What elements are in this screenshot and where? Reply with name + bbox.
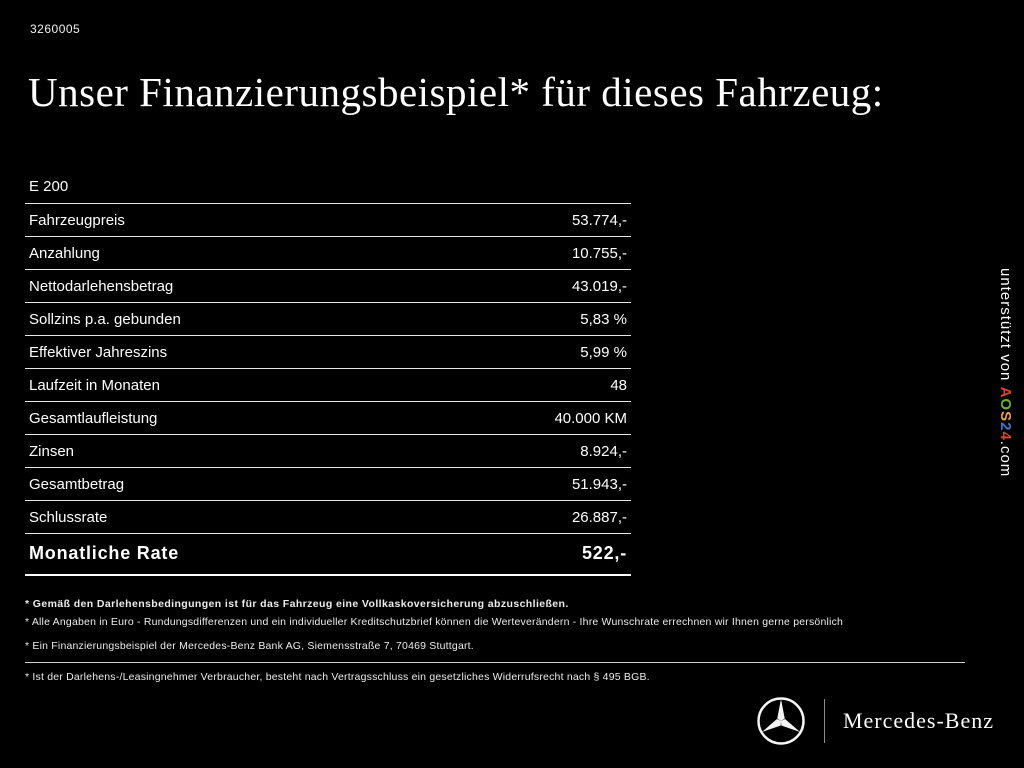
row-label: Effektiver Jahreszins [29, 344, 168, 361]
table-row: Fahrzeugpreis 53.774,- [25, 204, 631, 237]
footnotes: * Gemäß den Darlehensbedingungen ist für… [25, 598, 980, 689]
table-row: Gesamtbetrag 51.943,- [25, 468, 631, 501]
brand-footer: Mercedes-Benz [756, 696, 994, 746]
footnote: * Ist der Darlehens-/Leasingnehmer Verbr… [25, 671, 650, 683]
row-label: Sollzins p.a. gebunden [29, 311, 181, 328]
financing-table: E 200 Fahrzeugpreis 53.774,- Anzahlung 1… [25, 170, 631, 576]
row-value: 8.924,- [580, 443, 627, 460]
table-row: Laufzeit in Monaten 48 [25, 369, 631, 402]
model-name: E 200 [29, 178, 69, 195]
row-value: 5,99 % [580, 344, 627, 361]
row-value: 51.943,- [571, 476, 627, 493]
row-label: Laufzeit in Monaten [29, 377, 160, 394]
row-value: 5,83 % [580, 311, 627, 328]
row-label: Anzahlung [29, 245, 100, 262]
footnote: * Gemäß den Darlehensbedingungen ist für… [25, 598, 569, 610]
footnote: * Alle Angaben in Euro - Rundungsdiffere… [25, 616, 844, 628]
table-row: Schlussrate 26.887,- [25, 501, 631, 534]
aos-brand-letter: 4 [997, 431, 1014, 441]
mercedes-star-icon [756, 696, 806, 746]
aos-brand-letter: S [997, 411, 1014, 423]
page-title: Unser Finanzierungsbeispiel* für dieses … [28, 69, 884, 115]
aos-brand-letter: 2 [997, 422, 1014, 432]
row-label: Zinsen [29, 443, 75, 460]
watermark-prefix: unterstützt von [997, 268, 1014, 387]
row-label: Gesamtlaufleistung [29, 410, 158, 427]
table-row: Effektiver Jahreszins 5,99 % [25, 336, 631, 369]
row-value: 53.774,- [571, 212, 627, 229]
table-row: Zinsen 8.924,- [25, 435, 631, 468]
row-label: Schlussrate [29, 509, 108, 526]
footnote-divider [25, 662, 965, 663]
row-value: 10.755,- [571, 245, 627, 262]
row-label: Fahrzeugpreis [29, 212, 125, 229]
table-row: Sollzins p.a. gebunden 5,83 % [25, 303, 631, 336]
table-total-row: Monatliche Rate 522,- [25, 534, 631, 576]
table-row: Nettodarlehensbetrag 43.019,- [25, 270, 631, 303]
brand-name: Mercedes-Benz [842, 708, 994, 733]
table-row: Anzahlung 10.755,- [25, 237, 631, 270]
footnote: * Ein Finanzierungsbeispiel der Mercedes… [25, 640, 474, 652]
aos-brand: AOS24 [997, 387, 1014, 441]
aos-brand-letter: O [997, 398, 1014, 412]
footer-divider [823, 699, 825, 743]
row-value: 26.887,- [571, 509, 627, 526]
table-model-row: E 200 [25, 170, 631, 204]
total-value: 522,- [581, 543, 627, 563]
aos24-watermark: unterstützt von AOS24.com [997, 268, 1014, 477]
watermark-suffix: .com [997, 440, 1014, 478]
row-value: 40.000 KM [554, 410, 627, 427]
table-row: Gesamtlaufleistung 40.000 KM [25, 402, 631, 435]
row-value: 48 [610, 377, 627, 394]
aos-brand-letter: A [997, 386, 1014, 399]
row-label: Gesamtbetrag [29, 476, 125, 493]
total-label: Monatliche Rate [29, 543, 180, 563]
page-id: 3260005 [30, 22, 81, 36]
row-label: Nettodarlehensbetrag [29, 278, 174, 295]
row-value: 43.019,- [571, 278, 627, 295]
